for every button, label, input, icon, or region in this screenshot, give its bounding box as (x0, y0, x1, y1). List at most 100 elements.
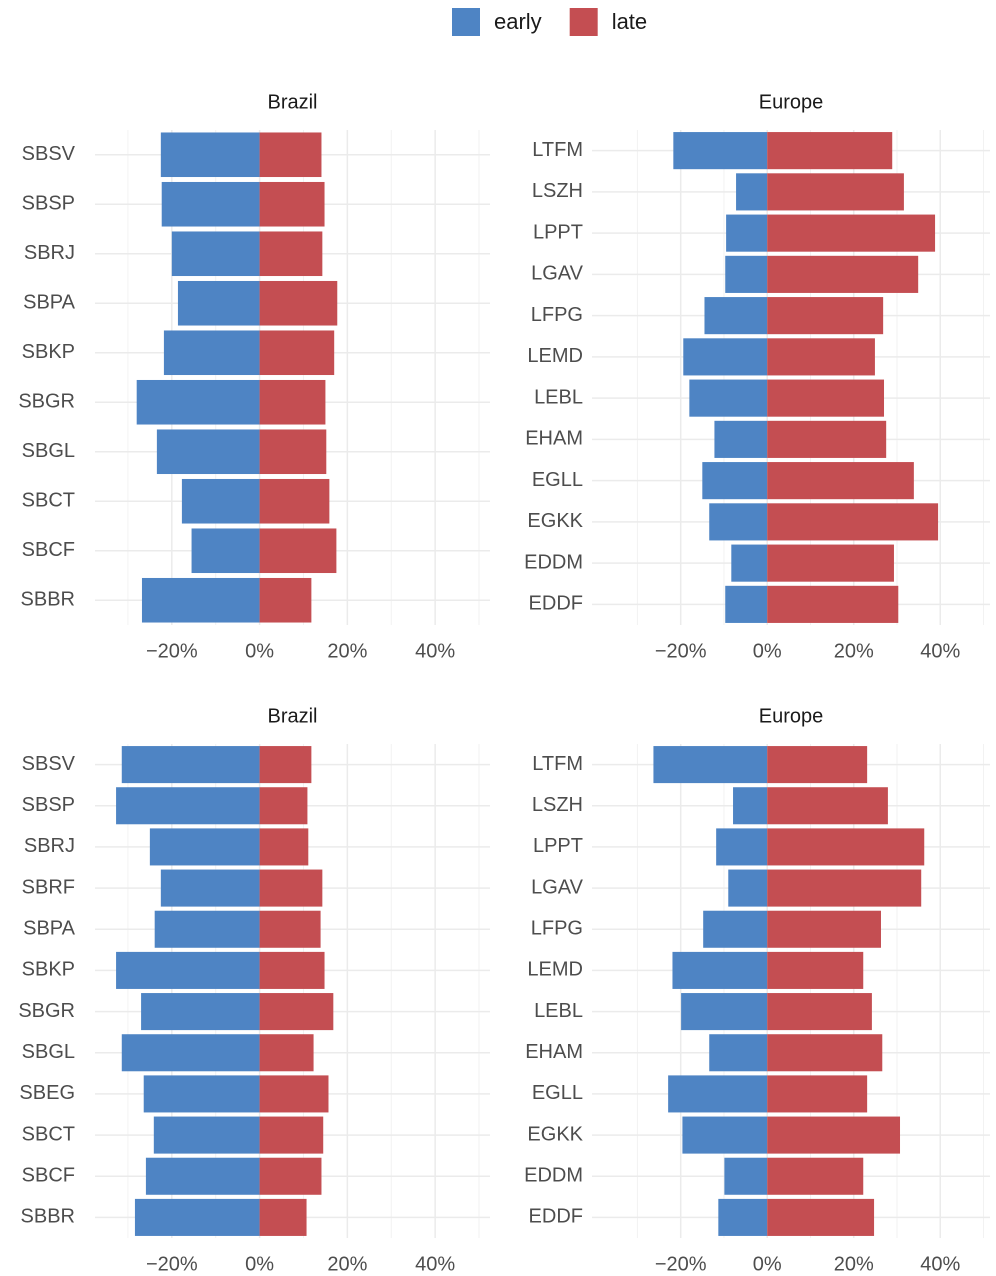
y-tick-label: EGLL (532, 469, 583, 491)
y-tick-label: EDDF (529, 593, 583, 615)
y-tick-label: SBRF (22, 876, 75, 898)
bar (259, 528, 337, 574)
bar (121, 1034, 260, 1072)
x-tick-label: 20% (327, 1253, 367, 1275)
y-tick-label: LGAV (531, 263, 584, 285)
bar (259, 1034, 314, 1072)
bar (767, 379, 885, 417)
bar (767, 993, 872, 1031)
bar (709, 1034, 768, 1072)
bar (702, 462, 768, 500)
bar (767, 132, 893, 170)
y-tick-label: SBPA (23, 292, 76, 314)
bar (161, 181, 260, 227)
y-tick-label: SBGR (18, 391, 75, 413)
bar (726, 214, 768, 252)
y-tick-label: SBGL (22, 1041, 75, 1063)
bar (177, 280, 260, 326)
bar (704, 297, 768, 335)
y-tick-label: SBPA (23, 918, 76, 940)
y-tick-label: SBRJ (24, 242, 75, 264)
bar (153, 1116, 260, 1154)
legend-swatch (569, 8, 598, 36)
x-tick-label: 0% (753, 640, 782, 662)
bar (653, 746, 768, 784)
panel-title: Europe (759, 705, 824, 727)
bar (767, 173, 904, 211)
bar (682, 1116, 768, 1154)
bar (259, 429, 327, 475)
legend-label: early (494, 9, 542, 34)
y-tick-label: LEMD (527, 959, 583, 981)
y-tick-label: EGKK (527, 1123, 583, 1145)
bar (259, 330, 335, 376)
bar (668, 1075, 768, 1113)
bar (767, 462, 914, 500)
bar (767, 1157, 864, 1195)
bar (681, 993, 768, 1031)
y-tick-label: SBGL (22, 440, 75, 462)
y-tick-label: SBCT (22, 1123, 75, 1145)
x-tick-label: 20% (834, 1253, 874, 1275)
bar (703, 910, 768, 948)
legend-label: late (612, 9, 647, 34)
y-tick-label: SBBR (21, 589, 75, 611)
bar (673, 132, 768, 170)
x-tick-label: −20% (146, 640, 198, 662)
bar (163, 330, 260, 376)
panel-title: Brazil (267, 91, 317, 113)
y-tick-label: SBCF (22, 539, 75, 561)
bar (767, 420, 887, 458)
bar (767, 828, 925, 866)
bar (141, 993, 260, 1031)
bar (259, 993, 334, 1031)
x-tick-label: 0% (245, 1253, 274, 1275)
y-tick-label: SBSP (22, 193, 75, 215)
x-tick-label: −20% (655, 1253, 707, 1275)
x-tick-label: 40% (415, 640, 455, 662)
y-tick-label: SBSP (22, 794, 75, 816)
y-tick-label: LEBL (534, 386, 583, 408)
y-tick-label: LEMD (527, 345, 583, 367)
bar (767, 951, 864, 989)
y-tick-label: SBGR (18, 1000, 75, 1022)
y-tick-label: EDDF (529, 1206, 583, 1228)
bar (767, 787, 888, 825)
bar (145, 1157, 260, 1195)
y-tick-label: LFPG (531, 918, 583, 940)
bar (259, 1157, 322, 1195)
bar (160, 132, 260, 178)
bar (149, 828, 260, 866)
y-tick-label: LTFM (532, 139, 583, 161)
bar (259, 280, 338, 326)
bar (736, 173, 768, 211)
y-tick-label: EHAM (525, 428, 583, 450)
y-tick-label: SBRJ (24, 835, 75, 857)
bar (724, 1157, 768, 1195)
y-tick-label: SBKP (22, 341, 75, 363)
bar (731, 544, 768, 582)
y-tick-label: EGKK (527, 510, 583, 532)
bar (767, 1116, 901, 1154)
bar (767, 297, 884, 335)
bar (259, 746, 312, 784)
y-tick-label: EHAM (525, 1041, 583, 1063)
panel-title: Europe (759, 91, 824, 113)
y-tick-label: LPPT (533, 221, 583, 243)
panel-title: Brazil (267, 705, 317, 727)
bar (116, 951, 260, 989)
y-tick-label: SBKP (22, 959, 75, 981)
bar (259, 787, 308, 825)
bar (259, 132, 322, 178)
bar (259, 478, 330, 524)
x-tick-label: −20% (146, 1253, 198, 1275)
bar (728, 869, 768, 907)
bar (767, 746, 868, 784)
bar (259, 231, 323, 277)
x-tick-label: 0% (753, 1253, 782, 1275)
bar (672, 951, 768, 989)
y-tick-label: SBEG (19, 1082, 75, 1104)
legend-swatch (452, 8, 480, 36)
bar (767, 214, 936, 252)
bar (767, 544, 894, 582)
